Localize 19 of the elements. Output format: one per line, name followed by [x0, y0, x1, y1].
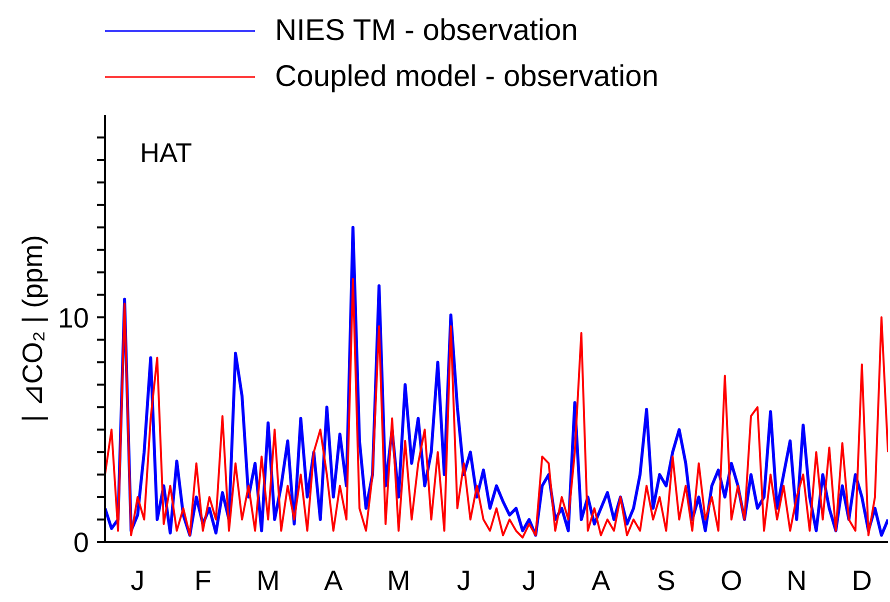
y-axis-title: | ⊿CO₂ | (ppm) — [17, 235, 48, 422]
x-tick-label: M — [386, 565, 410, 596]
y-tick-label: 0 — [73, 527, 89, 558]
annotation: HAT — [140, 138, 192, 169]
x-tick-label: A — [592, 565, 611, 596]
x-tick-label: A — [324, 565, 344, 596]
legend-label: Coupled model - observation — [275, 60, 659, 94]
legend-label: NIES TM - observation — [275, 14, 578, 48]
x-tick-label: M — [256, 565, 280, 596]
x-tick-label: O — [720, 565, 742, 596]
y-tick-label: 10 — [58, 302, 89, 334]
x-tick-label: F — [194, 565, 212, 596]
x-tick-label: D — [852, 565, 872, 596]
x-tick-label: N — [786, 565, 807, 596]
x-tick-label: J — [522, 565, 536, 596]
line-series — [105, 278, 888, 539]
x-tick-label: S — [656, 565, 676, 596]
x-tick-label: J — [130, 565, 145, 596]
x-tick-label: J — [456, 565, 471, 596]
